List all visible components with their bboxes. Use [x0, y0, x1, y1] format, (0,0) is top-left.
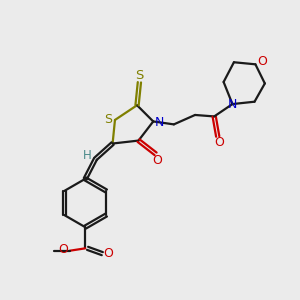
Text: N: N — [155, 116, 164, 129]
Text: S: S — [135, 69, 144, 82]
Text: O: O — [58, 243, 68, 256]
Text: H: H — [83, 149, 92, 162]
Text: O: O — [152, 154, 162, 167]
Text: O: O — [214, 136, 224, 149]
Text: O: O — [257, 56, 267, 68]
Text: O: O — [103, 247, 113, 260]
Text: S: S — [104, 113, 112, 127]
Text: N: N — [228, 98, 237, 111]
